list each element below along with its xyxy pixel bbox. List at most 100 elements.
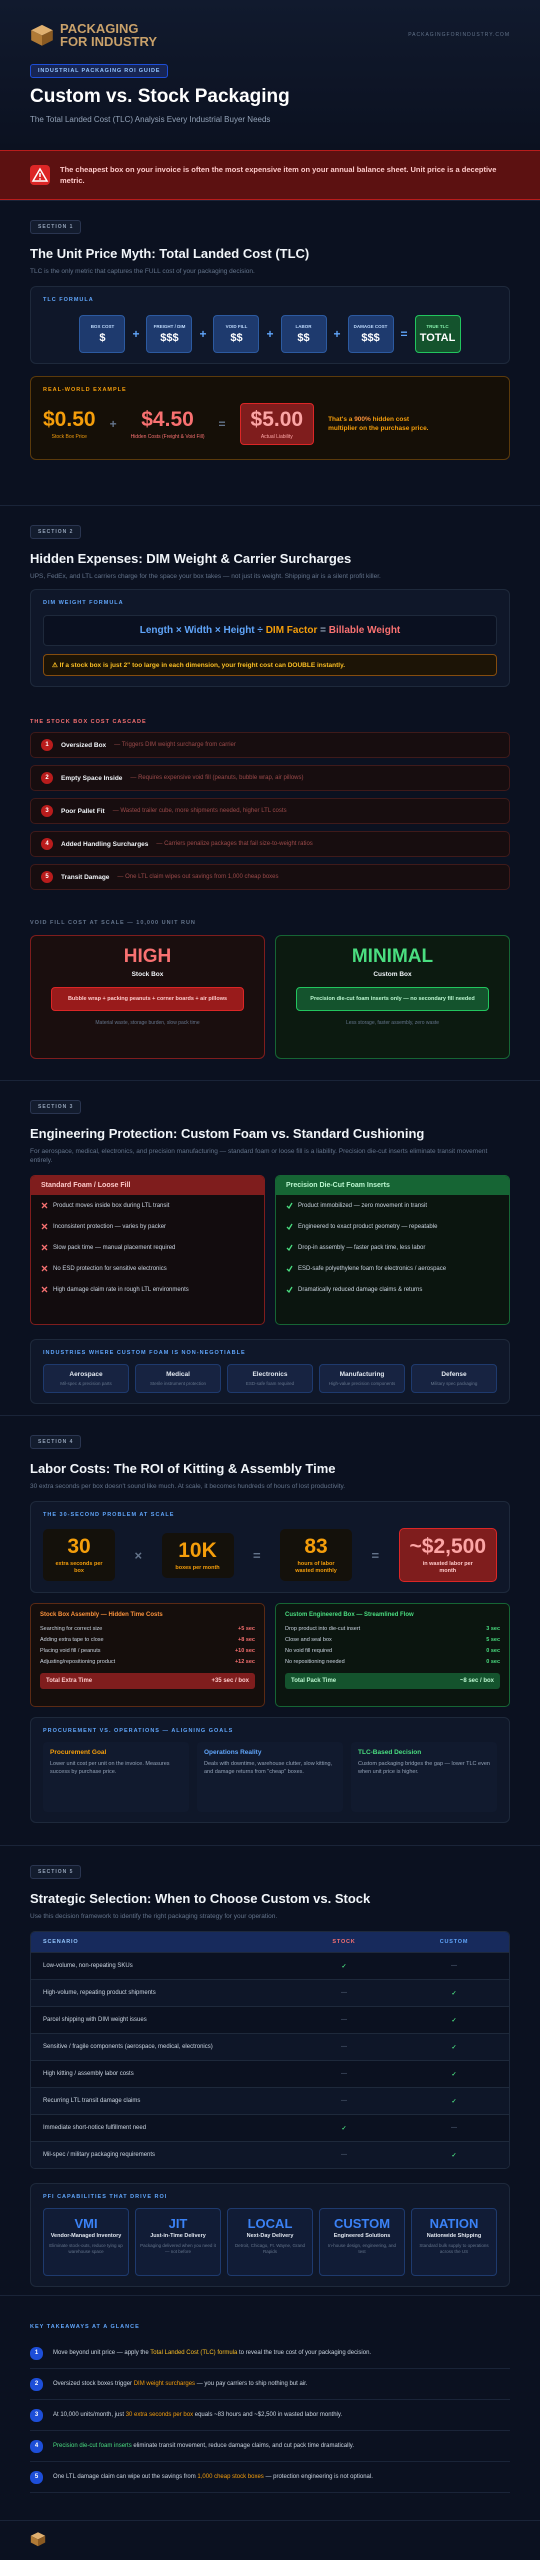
term-value: TOTAL xyxy=(419,332,456,344)
scenario-cell: Low-volume, non-repeating SKUs xyxy=(43,1963,133,1969)
text: At 10,000 units/month, just xyxy=(53,2412,126,2418)
void-name: Stock Box xyxy=(131,971,164,978)
compare-item: Slow pack time — manual placement requir… xyxy=(31,1237,264,1258)
compare-item: No ESD protection for sensitive electron… xyxy=(31,1258,264,1279)
operator: + xyxy=(109,417,117,431)
operator: + xyxy=(199,327,207,341)
section-badge: SECTION 3 xyxy=(30,1100,82,1114)
example-panel: REAL-WORLD EXAMPLE $0.50 Stock Box Price + $… xyxy=(30,376,510,460)
problem-row: 30 extra seconds per box × 10K boxes per mon… xyxy=(43,1528,497,1582)
table-row: Parcel shipping with DIM weight issues — ✓ xyxy=(31,2006,509,2033)
formula-part: Length × Width × Height ÷ xyxy=(139,625,266,636)
panel-label: TLC FORMULA xyxy=(43,297,94,303)
table-row: Recurring LTL transit damage claims — ✓ xyxy=(31,2087,509,2114)
text: — protection engineering is not optional… xyxy=(263,2474,373,2480)
alignment-cols: Procurement Goal Lower unit cost per unit… xyxy=(43,1742,497,1812)
logo-row: PACKAGING FOR INDUSTRY PACKAGINGFORINDUSTR… xyxy=(30,22,510,48)
table-row: Immediate short-notice fulfillment need ✓… xyxy=(31,2114,509,2141)
section-subtitle: TLC is the only metric that captures the… xyxy=(30,268,255,275)
formula-row: BOX COST $ + FREIGHT / DIM $$$ + VOID FILL $$ + L… xyxy=(43,315,497,353)
term-value: $$$ xyxy=(160,332,179,344)
alignment-title: TLC-Based Decision xyxy=(358,1749,422,1756)
term-value: $ xyxy=(99,332,106,344)
capability-card: NATION Nationwide Shipping Standard bulk s… xyxy=(411,2208,497,2276)
capability-name: Vendor-Managed Inventory xyxy=(50,2233,122,2239)
void-level: HIGH xyxy=(123,946,172,967)
void-detail: Bubble wrap + packing peanuts + corner b… xyxy=(51,987,244,1011)
takeaway: 1 Move beyond unit price — apply the Tota… xyxy=(30,2338,510,2369)
check-icon xyxy=(286,1265,293,1272)
formula-panel: TLC FORMULA BOX COST $ + FREIGHT / DIM $$$ + VO… xyxy=(30,286,510,364)
time-value: 0 sec xyxy=(486,1647,500,1654)
compare-text: ESD-safe polyethylene foam for electroni… xyxy=(298,1265,447,1272)
capability-desc: Packaging delivered when you need it — n… xyxy=(140,2243,216,2254)
takeaway-text: Precision die-cut foam inserts eliminate… xyxy=(53,2442,354,2450)
formula-term: TRUE TLC TOTAL xyxy=(414,315,461,353)
void-card: HIGH Stock Box Bubble wrap + packing peanu… xyxy=(30,935,265,1059)
capability-card: LOCAL Next-Day Delivery Detroit, Chicago, … xyxy=(227,2208,313,2276)
cascade-item: 3 Poor Pallet Fit — Wasted trailer cube, m… xyxy=(30,798,510,824)
capabilities-row: VMI Vendor-Managed Inventory Eliminate sto… xyxy=(43,2208,497,2276)
section: SECTION 5 Strategic Selection: When to Ch… xyxy=(0,1845,540,2295)
total-label: Total Extra Time xyxy=(46,1678,93,1684)
panel-label: INDUSTRIES WHERE CUSTOM FOAM IS NON-NEGO… xyxy=(43,1350,246,1356)
step-number: 4 xyxy=(41,838,53,850)
industries-panel: INDUSTRIES WHERE CUSTOM FOAM IS NON-NEGO… xyxy=(30,1339,510,1404)
text: One LTL damage claim can wipe out the sa… xyxy=(53,2474,198,2480)
section-badge: SECTION 1 xyxy=(30,220,82,234)
page-subtitle: The Total Landed Cost (TLC) Analysis Eve… xyxy=(30,115,271,124)
industry-desc: Sterile instrument protection xyxy=(149,1381,207,1386)
check-icon xyxy=(286,1286,293,1293)
custom-cell: ✓ xyxy=(451,2152,457,2159)
industry-card: Aerospace Mil-spec & precision parts xyxy=(43,1364,129,1393)
takeaway-number: 5 xyxy=(30,2470,43,2484)
example-item: $5.00 Actual Liability xyxy=(239,403,315,445)
highlight: Precision die-cut foam inserts xyxy=(53,2443,132,2449)
industry-desc: Mil-spec & precision parts xyxy=(60,1381,112,1386)
logo-line: PACKAGING xyxy=(60,21,139,36)
compare-item: High damage claim rate in rough LTL envi… xyxy=(31,1279,264,1300)
example-caption: Stock Box Price xyxy=(51,434,87,440)
cross-icon xyxy=(41,1265,48,1272)
stock-cell: ✓ xyxy=(341,1963,347,1970)
formula-term: VOID FILL $$ xyxy=(213,315,260,353)
section-subtitle: For aerospace, medical, electronics, and… xyxy=(30,1148,488,1164)
step-number: 5 xyxy=(41,871,53,883)
text: — you pay carriers to ship nothing but a… xyxy=(195,2381,308,2387)
formula-term: DAMAGE COST $$$ xyxy=(347,315,394,353)
custom-cell: — xyxy=(451,1963,457,1969)
example-caption: Actual Liability xyxy=(260,434,293,440)
stat-value: 10K xyxy=(178,1538,217,1562)
industry-desc: ESD-safe foam required xyxy=(245,1381,295,1386)
takeaway-text: Oversized stock boxes trigger DIM weight… xyxy=(53,2380,307,2388)
industry-card: Manufacturing High-value precision compon… xyxy=(319,1364,405,1393)
takeaway: 5 One LTL damage claim can wipe out the s… xyxy=(30,2462,510,2493)
section-subtitle: 30 extra seconds per box doesn't sound l… xyxy=(30,1483,346,1490)
step-title: Oversized Box xyxy=(61,741,107,749)
table-header: SCENARIO STOCK CUSTOM xyxy=(31,1932,509,1952)
stat-value: 83 xyxy=(304,1535,328,1558)
table-row: Mil-spec / military packaging requiremen… xyxy=(31,2141,509,2168)
time-total: Total Pack Time ~8 sec / box xyxy=(285,1673,500,1689)
industry-card: Medical Sterile instrument protection xyxy=(135,1364,221,1393)
cross-icon xyxy=(41,1286,48,1293)
time-value: 5 sec xyxy=(486,1636,500,1643)
capability-desc: Standard bulk supply to operations acros… xyxy=(419,2243,489,2254)
text: equals ~83 hours and ~$2,500 in wasted l… xyxy=(193,2412,343,2418)
check-icon xyxy=(286,1202,293,1209)
capability-card: JIT Just-in-Time Delivery Packaging delive… xyxy=(135,2208,221,2276)
capability-abbr: VMI xyxy=(74,2216,98,2231)
total-value: ~8 sec / box xyxy=(459,1678,494,1684)
operator: + xyxy=(333,327,341,341)
term-value: $$ xyxy=(297,332,310,344)
page-title: Custom vs. Stock Packaging xyxy=(30,86,290,107)
stock-cell: — xyxy=(341,2017,347,2023)
custom-cell: ✓ xyxy=(451,1990,457,1997)
example-value: $5.00 xyxy=(250,408,304,431)
stock-cell: — xyxy=(341,2152,347,2158)
compare-header: Standard Foam / Loose Fill xyxy=(31,1176,264,1195)
step-title: Transit Damage xyxy=(61,873,110,881)
time-card: Stock Box Assembly — Hidden Time Costs Se… xyxy=(30,1603,265,1707)
panel-label: REAL-WORLD EXAMPLE xyxy=(43,387,127,393)
step-desc: — Triggers DIM weight surcharge from car… xyxy=(114,742,236,748)
